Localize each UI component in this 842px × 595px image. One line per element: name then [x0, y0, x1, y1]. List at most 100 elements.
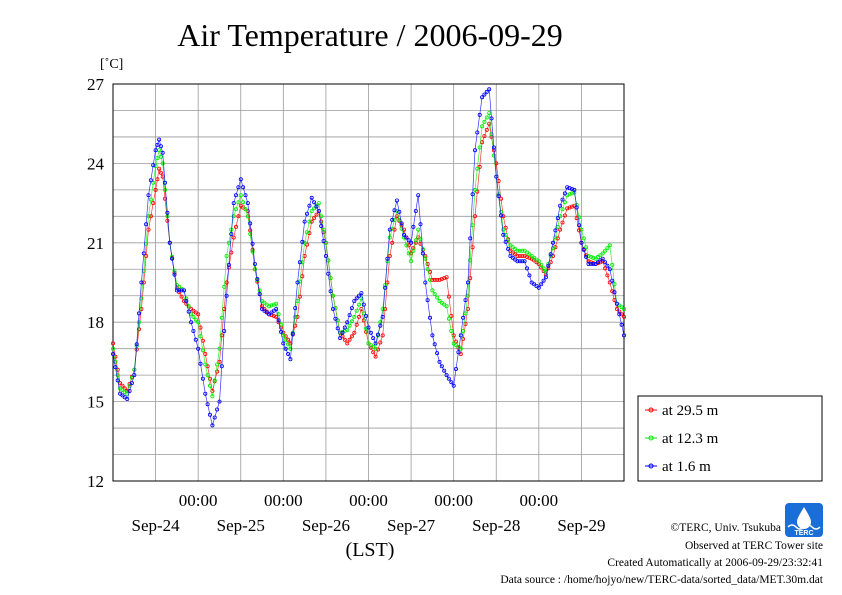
terc-logo: TERC [785, 503, 823, 537]
data-point [586, 253, 591, 258]
data-point [151, 163, 156, 168]
data-point [155, 177, 160, 182]
data-point [423, 280, 428, 285]
data-point [177, 288, 182, 293]
data-point [560, 197, 565, 202]
data-point [307, 219, 312, 224]
data-point [449, 313, 454, 318]
x-axis: 00:00 00:00 00:00 00:00 00:00 Sep-24 Sep-25 Sep… [131, 491, 605, 535]
data-point [461, 336, 466, 341]
data-point [151, 201, 156, 206]
data-point [437, 359, 442, 364]
data-point [217, 359, 222, 364]
data-point [189, 320, 194, 325]
data-point [162, 180, 167, 185]
data-point [432, 342, 437, 347]
data-point [115, 373, 120, 378]
data-point [489, 116, 494, 121]
data-point [219, 315, 224, 320]
data-point [603, 266, 608, 271]
data-point [293, 314, 298, 319]
data-point [347, 313, 352, 318]
data-point [184, 298, 189, 303]
data-point [148, 214, 153, 219]
data-point [226, 262, 231, 267]
data-point [437, 277, 442, 282]
data-point [409, 240, 414, 245]
data-point [139, 296, 144, 301]
data-point [304, 230, 309, 235]
data-point [515, 248, 520, 253]
data-point [111, 341, 116, 346]
data-point [520, 248, 525, 253]
data-point [217, 399, 222, 404]
data-point [238, 177, 243, 182]
data-point [283, 346, 288, 351]
data-point [153, 163, 158, 168]
data-point [491, 153, 496, 158]
x-tick-time-label: 00:00 [349, 491, 388, 510]
legend-swatch-marker [648, 463, 654, 469]
data-point [406, 251, 411, 256]
data-point [401, 235, 406, 240]
data-point [506, 246, 511, 251]
data-point [558, 227, 563, 232]
data-point [236, 214, 241, 219]
data-point [517, 253, 522, 258]
data-point [477, 112, 482, 117]
x-tick-time-label: 00:00 [264, 491, 303, 510]
data-point [309, 219, 314, 224]
data-point [373, 346, 378, 351]
data-point [456, 350, 461, 355]
data-point [252, 261, 257, 266]
data-point [207, 412, 212, 417]
data-point [359, 296, 364, 301]
data-point [139, 280, 144, 285]
data-point [465, 280, 470, 285]
data-point [517, 259, 522, 264]
data-point [425, 298, 430, 303]
data-point [269, 303, 274, 308]
data-point [572, 187, 577, 192]
data-point [387, 235, 392, 240]
logo-drop-icon [797, 507, 811, 529]
data-point [567, 186, 572, 191]
data-point [125, 396, 130, 401]
logo-wave-icon [787, 524, 821, 530]
data-point [243, 207, 248, 212]
data-point [120, 383, 125, 388]
data-point [203, 362, 208, 367]
data-point [373, 341, 378, 346]
data-point [501, 227, 506, 232]
y-tick-label: 15 [87, 393, 104, 412]
data-point [498, 213, 503, 218]
data-point [231, 201, 236, 206]
data-point [605, 273, 610, 278]
data-point [387, 227, 392, 232]
data-point [458, 333, 463, 338]
data-point [577, 223, 582, 228]
data-point [155, 156, 160, 161]
data-point [191, 314, 196, 319]
data-point [302, 240, 307, 245]
data-point [191, 328, 196, 333]
data-point [155, 142, 160, 147]
y-tick-label: 18 [87, 313, 104, 332]
legend: at 29.5 m at 12.3 m at 1.6 m [637, 395, 823, 482]
x-tick-time-label: 00:00 [434, 491, 473, 510]
data-point [536, 285, 541, 290]
data-point [619, 312, 624, 317]
data-point [574, 205, 579, 210]
data-point [158, 170, 163, 175]
data-point [333, 316, 338, 321]
data-point [560, 207, 565, 212]
data-point [200, 348, 205, 353]
data-point [316, 201, 321, 206]
data-point [295, 314, 300, 319]
data-point [146, 227, 151, 232]
data-point [522, 259, 527, 264]
data-point [293, 306, 298, 311]
data-point [397, 209, 402, 214]
data-point [210, 394, 215, 399]
data-point [570, 186, 575, 191]
